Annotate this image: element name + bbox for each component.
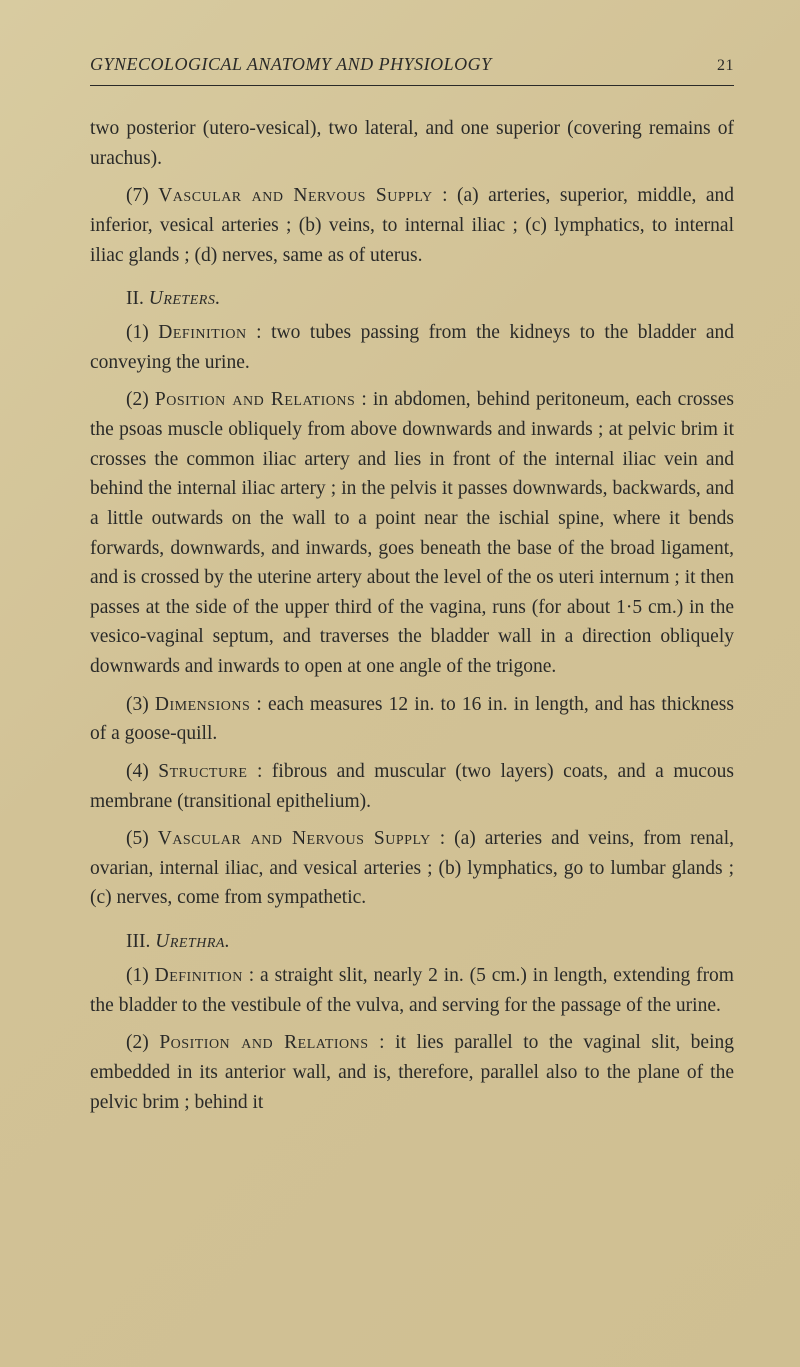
section-number: II. [126,288,149,309]
section-title: Urethra. [155,931,230,952]
item-heading: Vascular and Nervous Supply [158,185,432,206]
item-heading: Definition [155,965,243,986]
page-number: 21 [717,57,734,75]
urethra-position: (2) Position and Relations : it lies par… [90,1028,734,1117]
page-container: GYNECOLOGICAL ANATOMY AND PHYSIOLOGY 21 … [0,0,800,1367]
item-number: (2) [126,389,155,410]
ureters-supply: (5) Vascular and Nervous Supply : (a) ar… [90,824,734,913]
section-heading-ureters: II. Ureters. [126,288,734,310]
item-number: (1) [126,322,158,343]
running-head-title: GYNECOLOGICAL ANATOMY AND PHYSIOLOGY [90,54,492,74]
item-number: (2) [126,1032,159,1053]
item-number: (1) [126,965,155,986]
item-heading: Structure [158,761,247,782]
urethra-definition: (1) Definition : a straight slit, nearly… [90,961,734,1020]
item-heading: Vascular and Nervous Supply [158,828,431,849]
section-title: Ureters. [149,288,221,309]
item-number: (4) [126,761,158,782]
item-heading: Dimensions [155,694,250,715]
ureters-definition: (1) Definition : two tubes passing from … [90,318,734,377]
paragraph-continuation: two posterior (utero-vesical), two later… [90,114,734,173]
running-head: GYNECOLOGICAL ANATOMY AND PHYSIOLOGY 21 [90,54,734,86]
paragraph-item-7: (7) Vascular and Nervous Supply : (a) ar… [90,181,734,270]
item-body: : in abdomen, behind peritoneum, each cr… [90,389,734,677]
ureters-position: (2) Position and Relations : in abdomen,… [90,385,734,681]
ureters-dimensions: (3) Dimensions : each measures 12 in. to… [90,690,734,749]
item-number: (7) [126,185,158,206]
section-number: III. [126,931,155,952]
section-heading-urethra: III. Urethra. [126,931,734,953]
item-heading: Definition [158,322,246,343]
item-number: (3) [126,694,155,715]
ureters-structure: (4) Structure : fibrous and muscular (tw… [90,757,734,816]
item-number: (5) [126,828,158,849]
item-heading: Position and Relations [159,1032,368,1053]
item-heading: Position and Relations [155,389,355,410]
